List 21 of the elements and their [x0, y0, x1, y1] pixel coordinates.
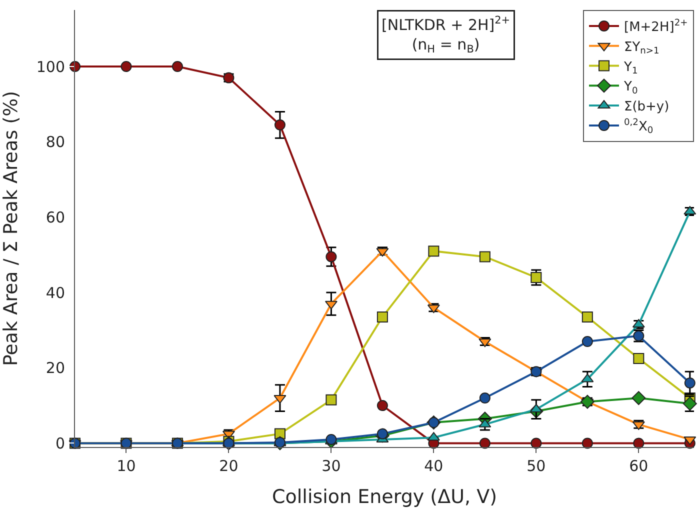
- x-tick-label: 40: [424, 457, 444, 475]
- text: [NLTKDR + 2H]$^{2+}$ (n$_{H}$ = n$_{B}$): [382, 14, 510, 56]
- x-tick-label: 10: [116, 457, 136, 475]
- x-tick-label: 60: [629, 457, 648, 475]
- y-axis-title: Peak Area / Σ Peak Areas (%): [0, 90, 22, 366]
- x-tick-label: 50: [526, 457, 546, 475]
- y-tick-label: 40: [46, 284, 65, 302]
- y-tick-label: 20: [46, 359, 65, 378]
- x-tick-label: 20: [219, 457, 238, 475]
- legend-label: $^{0,2}$X$_{0}$: [624, 118, 654, 136]
- y-tick-label: 80: [46, 133, 65, 152]
- y-tick-label: 100: [36, 58, 65, 76]
- y-tick-label: 0: [55, 434, 65, 452]
- legend-label: Σ(b+y): [624, 100, 670, 115]
- x-tick-label: 30: [322, 457, 341, 475]
- x-axis-title: Collision Energy (ΔU, V): [272, 486, 497, 508]
- y-tick-label: 60: [46, 208, 65, 226]
- legend-label: [M+2H]$^{2+}$: [624, 18, 688, 36]
- legend-label: Y$_{1}$: [623, 60, 638, 77]
- legend-label: Y$_{0}$: [623, 80, 638, 96]
- legend-label: ΣY$_{n>1}$: [624, 40, 660, 57]
